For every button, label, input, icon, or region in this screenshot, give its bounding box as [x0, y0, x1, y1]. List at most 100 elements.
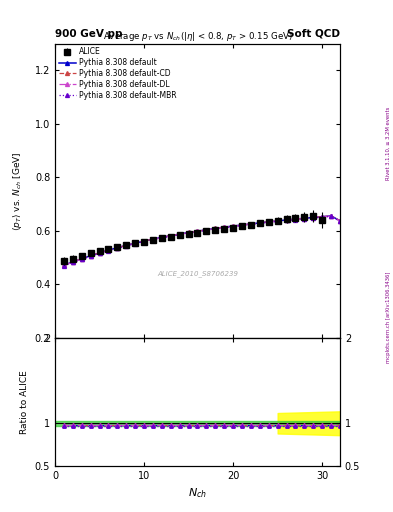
Pythia 8.308 default-MBR	[186, 230, 191, 236]
Line: Pythia 8.308 default-CD: Pythia 8.308 default-CD	[62, 214, 342, 267]
Pythia 8.308 default-CD	[222, 224, 226, 230]
Pythia 8.308 default	[62, 262, 66, 268]
Pythia 8.308 default-CD	[88, 253, 93, 259]
Pythia 8.308 default-CD	[62, 262, 66, 268]
Pythia 8.308 default-MBR	[338, 218, 342, 224]
Pythia 8.308 default-DL	[133, 240, 138, 246]
Pythia 8.308 default	[79, 255, 84, 262]
Pythia 8.308 default-DL	[275, 218, 280, 224]
Pythia 8.308 default-MBR	[320, 214, 325, 220]
Pythia 8.308 default	[338, 218, 342, 224]
Y-axis label: Ratio to ALICE: Ratio to ALICE	[20, 370, 29, 434]
Pythia 8.308 default-MBR	[169, 233, 173, 239]
Pythia 8.308 default	[302, 215, 307, 221]
Pythia 8.308 default-MBR	[195, 228, 200, 234]
Pythia 8.308 default-CD	[79, 255, 84, 262]
Pythia 8.308 default	[248, 221, 253, 227]
Pythia 8.308 default	[240, 222, 244, 228]
Pythia 8.308 default-MBR	[97, 250, 102, 257]
Pythia 8.308 default-DL	[186, 230, 191, 236]
Pythia 8.308 default-CD	[204, 227, 209, 233]
Pythia 8.308 default-DL	[293, 216, 298, 222]
Pythia 8.308 default-CD	[257, 220, 262, 226]
Pythia 8.308 default-CD	[329, 213, 333, 219]
Pythia 8.308 default-CD	[248, 221, 253, 227]
Pythia 8.308 default-CD	[311, 215, 316, 221]
Pythia 8.308 default-DL	[115, 245, 120, 251]
Pythia 8.308 default	[284, 217, 289, 223]
Pythia 8.308 default-CD	[169, 232, 173, 239]
Pythia 8.308 default-DL	[169, 233, 173, 239]
Pythia 8.308 default-CD	[240, 222, 244, 228]
Pythia 8.308 default-MBR	[240, 222, 244, 228]
Pythia 8.308 default-DL	[222, 224, 226, 230]
Pythia 8.308 default-MBR	[70, 260, 75, 266]
Pythia 8.308 default-CD	[97, 250, 102, 256]
Pythia 8.308 default-MBR	[151, 237, 155, 243]
Pythia 8.308 default-MBR	[160, 234, 164, 241]
Pythia 8.308 default-CD	[115, 245, 120, 251]
Pythia 8.308 default-MBR	[177, 231, 182, 238]
Pythia 8.308 default-CD	[302, 215, 307, 221]
Y-axis label: $\langle p_T \rangle$ vs. $N_{ch}$ [GeV]: $\langle p_T \rangle$ vs. $N_{ch}$ [GeV]	[11, 151, 24, 230]
Text: Soft QCD: Soft QCD	[287, 29, 340, 39]
Pythia 8.308 default	[320, 214, 325, 220]
Pythia 8.308 default-DL	[195, 228, 200, 234]
Pythia 8.308 default-MBR	[79, 256, 84, 262]
Pythia 8.308 default-DL	[151, 237, 155, 243]
Line: Pythia 8.308 default: Pythia 8.308 default	[62, 214, 342, 267]
Pythia 8.308 default-MBR	[293, 217, 298, 223]
Pythia 8.308 default-MBR	[222, 225, 226, 231]
Pythia 8.308 default	[106, 247, 111, 253]
Pythia 8.308 default-MBR	[231, 224, 235, 230]
Pythia 8.308 default-CD	[213, 225, 218, 231]
Pythia 8.308 default-CD	[195, 228, 200, 234]
Text: 900 GeV pp: 900 GeV pp	[55, 29, 123, 39]
Pythia 8.308 default-MBR	[266, 219, 271, 225]
Pythia 8.308 default-MBR	[204, 227, 209, 233]
Pythia 8.308 default-MBR	[124, 243, 129, 249]
Pythia 8.308 default	[70, 259, 75, 265]
Pythia 8.308 default-CD	[338, 218, 342, 224]
Pythia 8.308 default-CD	[177, 231, 182, 237]
Pythia 8.308 default	[195, 228, 200, 234]
Pythia 8.308 default-CD	[231, 223, 235, 229]
Pythia 8.308 default	[231, 223, 235, 229]
Pythia 8.308 default	[115, 245, 120, 251]
Pythia 8.308 default-DL	[62, 262, 66, 268]
Legend: ALICE, Pythia 8.308 default, Pythia 8.308 default-CD, Pythia 8.308 default-DL, P: ALICE, Pythia 8.308 default, Pythia 8.30…	[57, 46, 178, 101]
Pythia 8.308 default-DL	[266, 219, 271, 225]
Pythia 8.308 default	[275, 218, 280, 224]
Pythia 8.308 default-CD	[151, 236, 155, 242]
Title: Average $p_T$ vs $N_{ch}$(|$\eta$| < 0.8, $p_T$ > 0.15 GeV): Average $p_T$ vs $N_{ch}$(|$\eta$| < 0.8…	[103, 30, 292, 44]
Pythia 8.308 default	[222, 224, 226, 230]
Pythia 8.308 default-DL	[160, 234, 164, 241]
Pythia 8.308 default-DL	[70, 259, 75, 265]
Pythia 8.308 default-CD	[142, 238, 147, 244]
Pythia 8.308 default-DL	[79, 256, 84, 262]
Pythia 8.308 default-CD	[284, 217, 289, 223]
Pythia 8.308 default-DL	[257, 220, 262, 226]
Pythia 8.308 default-CD	[266, 219, 271, 225]
Pythia 8.308 default-DL	[311, 215, 316, 221]
Pythia 8.308 default-DL	[97, 250, 102, 256]
Pythia 8.308 default-DL	[338, 218, 342, 224]
Pythia 8.308 default-DL	[320, 214, 325, 220]
Pythia 8.308 default	[266, 219, 271, 225]
Pythia 8.308 default	[169, 232, 173, 239]
Pythia 8.308 default-DL	[231, 223, 235, 229]
Pythia 8.308 default-CD	[186, 229, 191, 236]
Pythia 8.308 default	[97, 250, 102, 256]
Pythia 8.308 default	[133, 240, 138, 246]
Pythia 8.308 default-DL	[329, 213, 333, 219]
Pythia 8.308 default-DL	[124, 243, 129, 249]
Pythia 8.308 default-MBR	[62, 263, 66, 269]
Pythia 8.308 default-DL	[213, 226, 218, 232]
Pythia 8.308 default-MBR	[329, 214, 333, 220]
Pythia 8.308 default-DL	[302, 216, 307, 222]
Pythia 8.308 default-MBR	[213, 226, 218, 232]
Pythia 8.308 default-MBR	[142, 239, 147, 245]
Text: mcplots.cern.ch [arXiv:1306.3436]: mcplots.cern.ch [arXiv:1306.3436]	[386, 272, 391, 363]
Pythia 8.308 default-CD	[124, 242, 129, 248]
Pythia 8.308 default-MBR	[311, 215, 316, 221]
